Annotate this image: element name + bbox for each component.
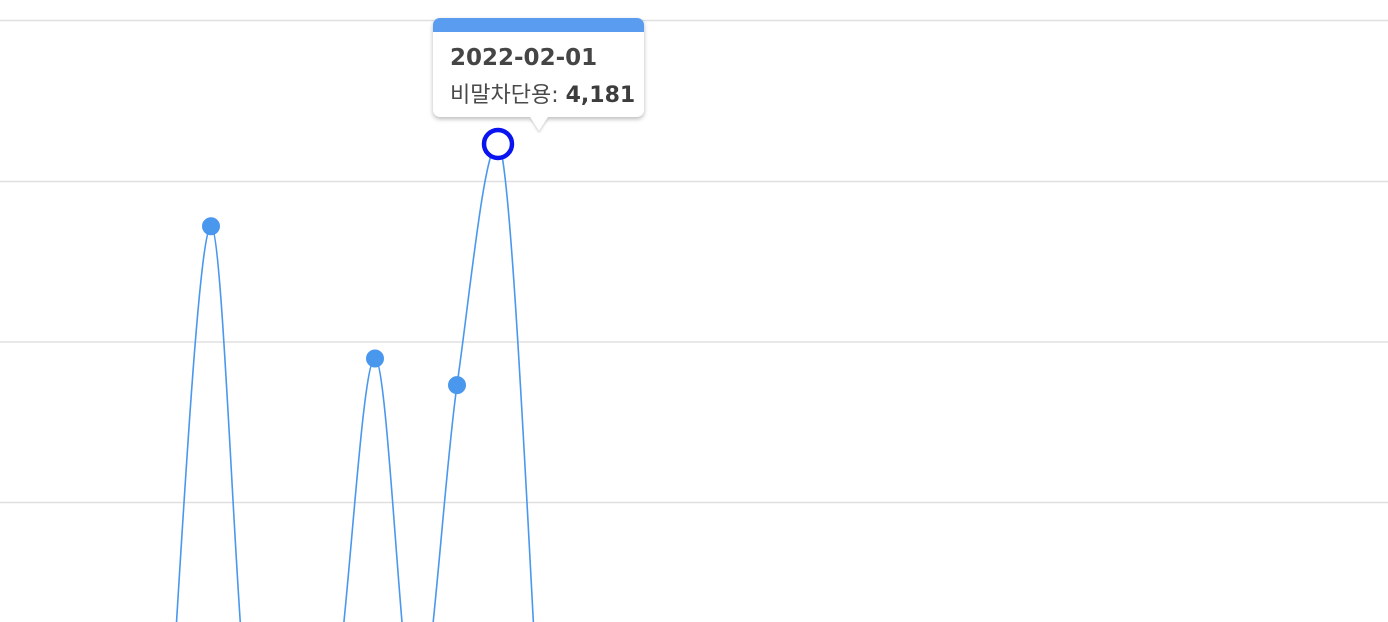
series-line-layer xyxy=(175,143,535,622)
data-point[interactable] xyxy=(366,349,384,368)
tooltip-value: 4,181 xyxy=(565,83,636,108)
data-tooltip: 2022-02-01 비말차단용: 4,181 xyxy=(433,18,644,131)
tooltip-accent-bar xyxy=(433,18,644,32)
series-points-layer xyxy=(202,127,515,395)
tooltip-series-label: 비말차단용 xyxy=(450,83,552,108)
tooltip-series-row: 비말차단용: 4,181 xyxy=(450,83,636,108)
series-line xyxy=(175,143,535,622)
tooltip-date: 2022-02-01 xyxy=(450,45,598,71)
tooltip-pointer xyxy=(530,117,548,131)
data-point[interactable] xyxy=(202,217,220,236)
data-point[interactable] xyxy=(448,376,466,395)
gridlines xyxy=(0,19,1388,504)
highlighted-data-point[interactable] xyxy=(481,127,515,161)
